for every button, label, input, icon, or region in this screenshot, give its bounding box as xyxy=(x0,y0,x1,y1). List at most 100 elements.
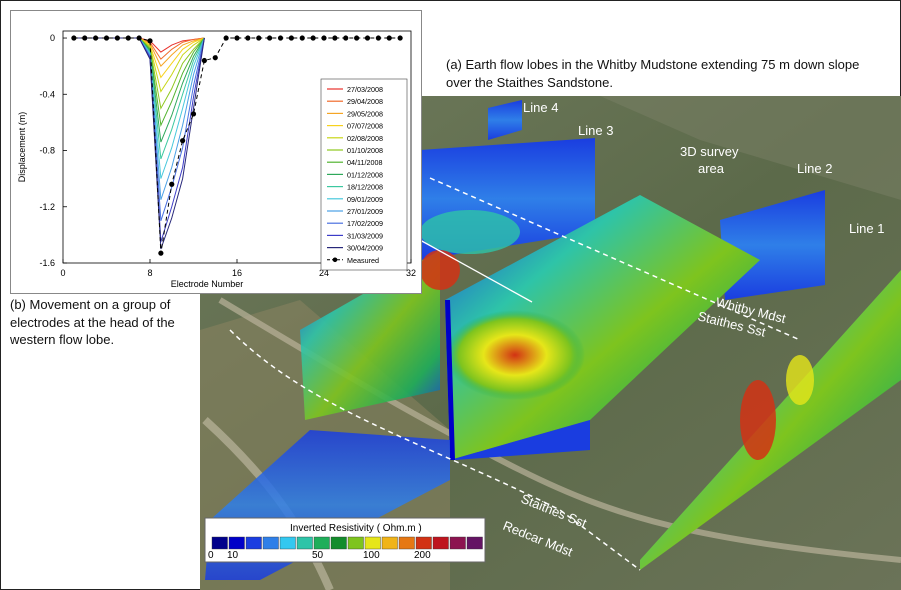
colorbar-swatch xyxy=(228,536,245,550)
colorbar-swatch xyxy=(381,536,398,550)
colorbar-tick-label: 50 xyxy=(312,550,324,561)
legend-entry: 02/08/2008 xyxy=(347,134,383,143)
label-line-3: Line 3 xyxy=(578,123,613,138)
legend-entry: 30/04/2009 xyxy=(347,244,383,253)
label-survey-area-2: area xyxy=(698,161,725,176)
colorbar-swatch xyxy=(262,536,279,550)
measured-point xyxy=(245,35,251,41)
legend-entry: Measured xyxy=(347,256,379,265)
measured-point xyxy=(267,35,273,41)
colorbar-swatch xyxy=(398,536,415,550)
measured-point xyxy=(386,35,392,41)
displacement-chart-svg: 0 8 16 24 32 0 -0.4 -0.8 -1.2 -1.6 Electrode Numbe… xyxy=(17,30,416,289)
colorbar-swatch xyxy=(330,536,347,550)
field-patch xyxy=(600,96,901,200)
legend-entry: 29/05/2008 xyxy=(347,109,383,118)
section-line-4 xyxy=(488,100,522,140)
measured-point xyxy=(364,35,371,41)
measured-point xyxy=(103,35,110,41)
measured-point xyxy=(169,181,175,187)
legend-entry: 29/04/2008 xyxy=(347,97,383,106)
legend-entry: 09/01/2009 xyxy=(347,195,383,204)
x-tick-label: 0 xyxy=(60,268,65,278)
label-line-4: Line 4 xyxy=(523,100,558,115)
measured-point xyxy=(288,35,294,41)
measured-point xyxy=(332,35,338,41)
displacement-chart: 0 8 16 24 32 0 -0.4 -0.8 -1.2 -1.6 Electrode Numbe… xyxy=(10,10,422,294)
survey-3d-face xyxy=(450,420,590,460)
measured-point xyxy=(321,35,327,41)
measured-point xyxy=(71,35,77,41)
measured-point xyxy=(234,35,240,41)
x-axis-label: Electrode Number xyxy=(171,279,244,289)
colorbar-swatch xyxy=(245,536,262,550)
measured-point xyxy=(343,35,349,41)
measured-point xyxy=(125,35,131,41)
colorbar-swatch xyxy=(296,536,313,550)
colorbar-swatch xyxy=(449,536,466,550)
measured-point xyxy=(397,35,403,41)
measured-point xyxy=(136,35,142,41)
colorbar-swatch xyxy=(466,536,483,550)
colorbar-swatch xyxy=(432,536,449,550)
boundary-staithes-redcar xyxy=(229,329,641,571)
colorbar-swatch xyxy=(279,536,296,550)
measured-point xyxy=(354,35,360,41)
measured-point xyxy=(147,38,153,44)
colorbar-swatch xyxy=(415,536,432,550)
colorbar-tick-label: 100 xyxy=(363,550,380,561)
x-tick-label: 8 xyxy=(147,268,152,278)
label-survey-area-1: 3D survey xyxy=(680,144,739,159)
measured-point xyxy=(256,35,262,41)
measured-point xyxy=(201,57,207,64)
x-tick-label: 24 xyxy=(319,268,329,278)
measured-point xyxy=(310,35,316,41)
y-tick-label: -0.8 xyxy=(39,146,55,156)
x-tick-label: 16 xyxy=(232,268,242,278)
colorbar-swatch xyxy=(347,536,364,550)
y-tick-label: -0.4 xyxy=(39,89,55,99)
legend-entry: 27/03/2008 xyxy=(347,85,383,94)
measured-point xyxy=(375,35,381,41)
legend-entry: 27/01/2009 xyxy=(347,207,383,216)
survey-3d-side xyxy=(445,300,455,460)
measured-point xyxy=(299,35,305,41)
legend-entry: 31/03/2009 xyxy=(347,231,383,240)
measured-point xyxy=(82,35,88,41)
legend-entry: 17/02/2009 xyxy=(347,219,383,228)
colorbar-title: Inverted Resistivity ( Ohm.m ) xyxy=(290,523,422,534)
measured-point xyxy=(158,250,164,256)
colorbar-swatch xyxy=(313,536,330,550)
colorbar-tick-label: 10 xyxy=(227,550,239,561)
measured-point xyxy=(93,35,99,41)
legend-entry: 18/12/2008 xyxy=(347,183,383,192)
colorbar-swatch xyxy=(211,536,228,550)
caption-a: (a) Earth flow lobes in the Whitby Mudst… xyxy=(446,57,860,90)
measured-point xyxy=(212,55,218,61)
colorbar-tick-label: 200 xyxy=(414,550,431,561)
caption-b: (b) Movement on a group of electrodes at… xyxy=(10,297,175,347)
legend-entry: 01/12/2008 xyxy=(347,170,383,179)
x-tick-label: 32 xyxy=(406,268,416,278)
label-line-2: Line 2 xyxy=(797,161,832,176)
measured-point xyxy=(114,35,120,41)
colorbar-swatch xyxy=(364,536,381,550)
measured-point xyxy=(223,35,229,41)
legend-entry: 04/11/2008 xyxy=(347,158,382,167)
colorbar-tick-label: 0 xyxy=(208,550,214,561)
y-axis-label: Displacement (m) xyxy=(17,112,27,183)
boundary-whitby-staithes xyxy=(429,177,801,341)
legend: 27/03/2008 29/04/2008 29/05/2008 07/07/2008… xyxy=(320,78,408,271)
y-tick-label: 0 xyxy=(50,33,55,43)
legend-marker xyxy=(332,257,338,263)
y-tick-label: -1.6 xyxy=(39,258,55,268)
measured-point xyxy=(190,111,197,117)
measured-point xyxy=(277,35,284,41)
y-tick-label: -1.2 xyxy=(39,202,55,212)
colorbar: Inverted Resistivity ( Ohm.m ) 0 10 50 100 2… xyxy=(204,517,486,563)
legend-entry: 01/10/2008 xyxy=(347,146,383,155)
leader-line xyxy=(419,239,533,303)
label-line-1: Line 1 xyxy=(849,221,884,236)
measured-point xyxy=(180,138,186,144)
